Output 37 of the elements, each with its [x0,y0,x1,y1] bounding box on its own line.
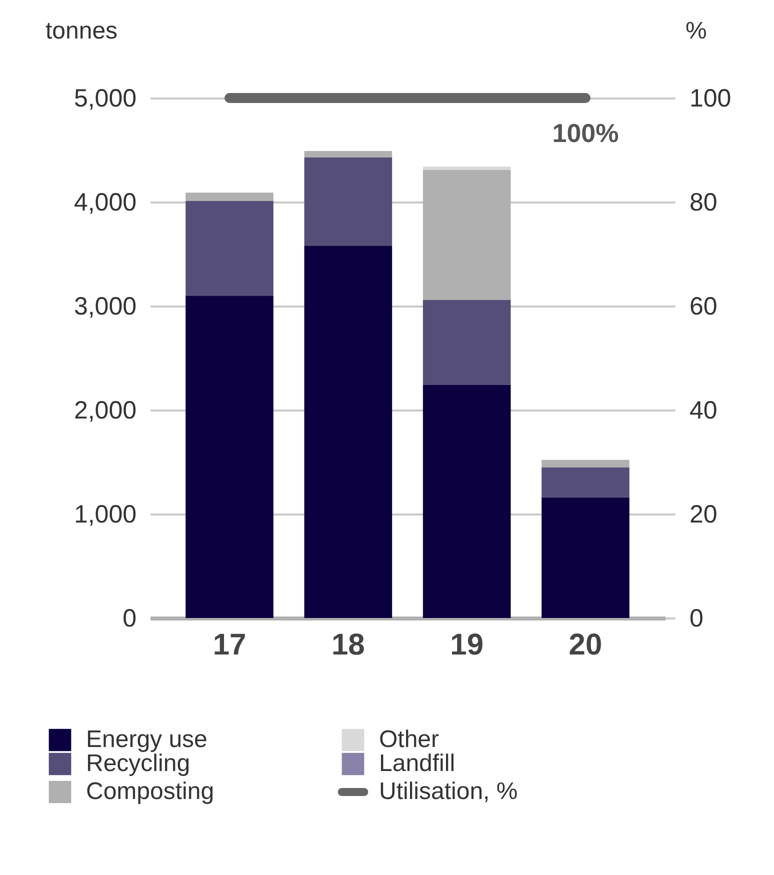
y2-tick-label: 20 [690,500,718,528]
legend-label: Utilisation, % [379,778,518,805]
y2-tick-label: 0 [690,604,704,632]
y-tick-label: 5,000 [74,84,136,112]
bar [422,300,511,386]
bar [542,497,630,618]
bar [542,467,630,498]
x-tick-label: 19 [450,628,484,662]
y2-tick-label: 60 [690,292,718,320]
bar [542,460,630,468]
bar [186,192,274,201]
bar [422,166,511,170]
bar [422,385,511,618]
y2-tick-label: 80 [690,188,718,216]
x-tick-label: 17 [212,628,246,662]
data-label: 100% [552,118,619,148]
x-tick-label: 20 [568,628,602,662]
bar [304,151,392,158]
legend-label: Other [379,726,440,753]
x-tick-label: 18 [331,628,365,662]
bar [186,296,274,618]
y-tick-label: 1,000 [74,500,136,528]
legend-label: Energy use [86,726,208,753]
y-tick-label: 3,000 [74,292,136,320]
y-tick-label: 2,000 [74,396,136,424]
bar [186,200,274,296]
y2-axis-title: % [686,18,707,44]
bar [422,170,511,300]
y2-tick-label: 40 [690,396,718,424]
y-axis-title: tonnes [46,18,118,44]
y-tick-label: 4,000 [74,188,136,216]
y-tick-label: 0 [122,604,136,632]
y2-tick-label: 100 [690,84,732,112]
bar [304,157,392,246]
legend-label: Landfill [379,750,456,777]
bar [304,246,392,618]
legend-label: Composting [86,778,214,805]
